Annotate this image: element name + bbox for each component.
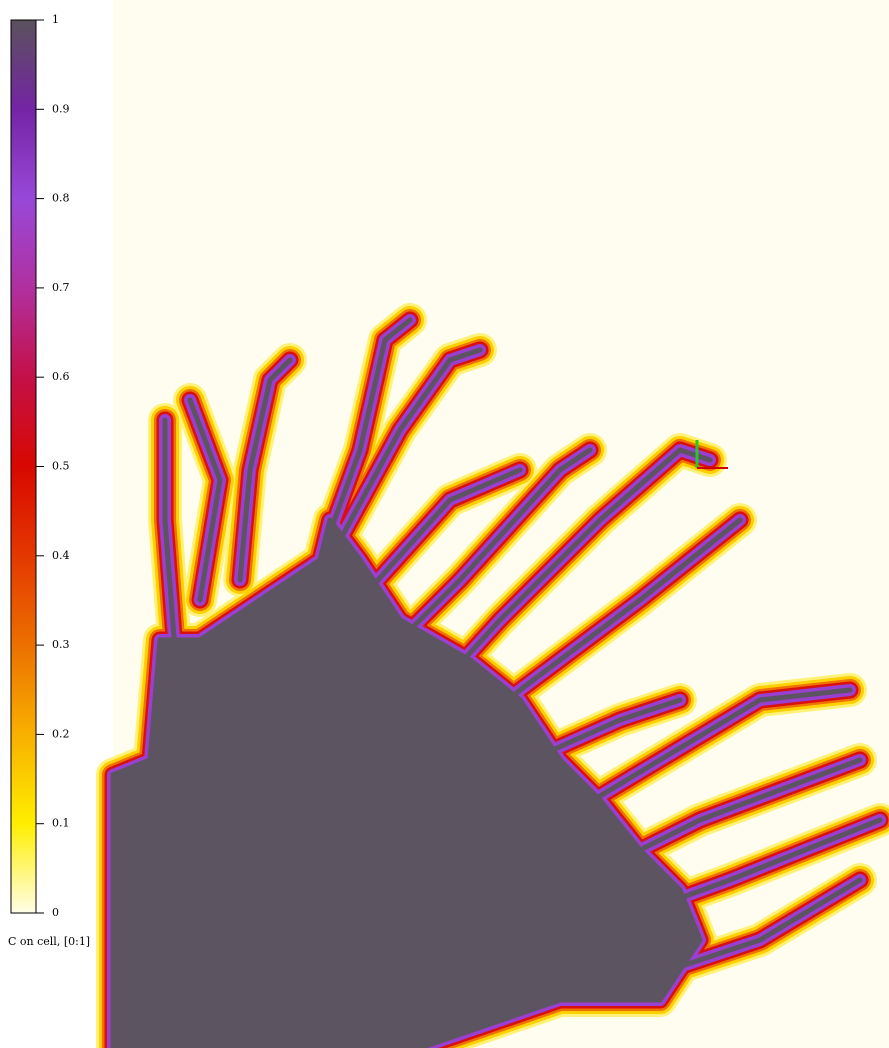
tick-label: 0.9: [52, 102, 70, 115]
tick-label: 1: [52, 13, 59, 26]
colorbar-axis: 0 0.1 0.2 0.3 0.4 0.5 0.6 0.7 0.8 0.9 1: [36, 13, 70, 919]
tick-label: 0.1: [52, 817, 70, 830]
tick-label: 0.4: [52, 549, 70, 562]
view: 0 0.1 0.2 0.3 0.4 0.5 0.6 0.7 0.8 0.9 1 C on cell,…: [0, 0, 889, 1048]
page: {"colorbar": {"label": "C on cell, [0:1]…: [0, 0, 889, 1048]
tick-label: 0: [52, 906, 59, 919]
tick-label: 0.7: [52, 281, 70, 294]
tick-label: 0.6: [52, 370, 70, 383]
tick-label: 0.2: [52, 727, 70, 740]
tick-label: 0.8: [52, 192, 70, 205]
colorbar-label: C on cell, [0:1]: [8, 935, 90, 948]
colorbar: [11, 20, 36, 913]
tick-label: 0.3: [52, 638, 70, 651]
tick-label: 0.5: [52, 460, 70, 473]
